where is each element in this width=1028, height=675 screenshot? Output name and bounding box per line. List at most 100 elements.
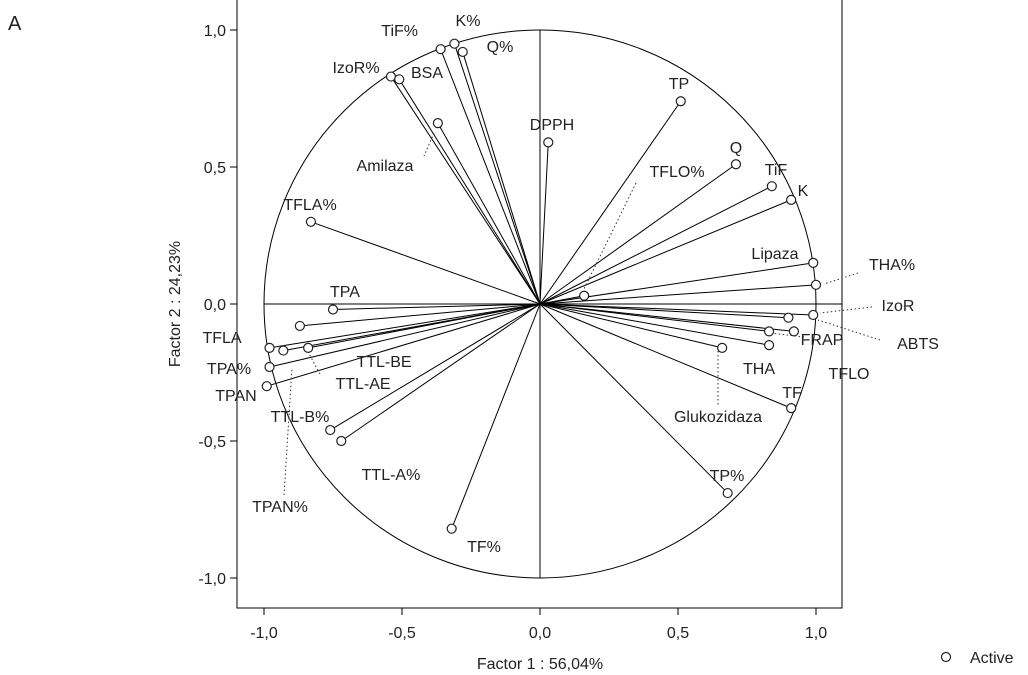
x-tick-label: 1,0 <box>805 625 827 642</box>
point-tfla <box>265 343 274 352</box>
point-ttl-ae <box>304 343 313 352</box>
y-tick-label: 0,0 <box>204 297 226 314</box>
point-tha-pct <box>812 280 821 289</box>
point-q-pct <box>458 47 467 56</box>
point-label-tpa: TPA <box>330 284 360 301</box>
point-tif-pct <box>436 45 445 54</box>
point-label-frap: FRAP <box>801 332 844 349</box>
vector-amilaza <box>438 123 540 304</box>
y-tick-label: -1,0 <box>198 571 226 588</box>
vector-bsa <box>399 79 540 304</box>
vector-tf <box>540 304 791 408</box>
point-label-tha: THA <box>743 361 775 378</box>
point-label-tpan: TPAN <box>215 388 256 405</box>
leader-amilaza <box>424 133 434 156</box>
point-label-bsa: BSA <box>411 65 443 82</box>
point-label-izor: IzoR <box>882 298 915 315</box>
point-label-ttl-be: TTL-BE <box>356 354 411 371</box>
vector-tf-pct <box>452 304 540 529</box>
point-label-izor-pct: IzoR% <box>332 60 379 77</box>
legend-marker <box>942 653 951 662</box>
leader-frap <box>770 333 804 337</box>
point-label-ttl-b-pct: TTL-B% <box>271 409 330 426</box>
leader-tflo-pct <box>584 183 636 289</box>
point-ttl-be <box>295 321 304 330</box>
point-tpa <box>329 305 338 314</box>
x-axis-title: Factor 1 : 56,04% <box>477 656 603 673</box>
point-tflo <box>789 327 798 336</box>
y-tick-label: 1,0 <box>204 23 226 40</box>
point-tpan <box>265 363 274 372</box>
vector-tif-pct <box>441 49 540 304</box>
point-label-tfla-pct: TFLA% <box>283 197 336 214</box>
point-label-tflo: TFLO <box>829 366 870 383</box>
point-label-tpa-pct: TPA% <box>207 361 251 378</box>
point-label-tha-pct: THA% <box>869 257 915 274</box>
point-tpa-pct <box>279 346 288 355</box>
vector-dpph <box>540 142 548 304</box>
point-label-tif-pct: TiF% <box>381 23 418 40</box>
point-label-tflo-pct: TFLO% <box>649 164 704 181</box>
point-label-ttl-a-pct: TTL-A% <box>362 467 421 484</box>
point-label-k-pct: K% <box>456 13 481 30</box>
y-tick-label: 0,5 <box>204 160 226 177</box>
point-label-tf: TF <box>782 385 802 402</box>
panel-label: A <box>8 13 22 35</box>
vector-izor-pct <box>391 77 540 304</box>
x-tick-label: -0,5 <box>388 625 416 642</box>
point-k-pct <box>450 39 459 48</box>
legend-label: Active <box>970 650 1014 667</box>
point-tif <box>767 182 776 191</box>
point-tpan-pct <box>262 382 271 391</box>
point-glukozidaza <box>718 343 727 352</box>
point-tp-pct <box>723 489 732 498</box>
point-label-tp: TP <box>669 76 689 93</box>
point-tf <box>787 404 796 413</box>
leader-izor <box>820 307 872 313</box>
point-label-q: Q <box>730 140 742 157</box>
point-tha <box>765 341 774 350</box>
point-label-amilaza: Amilaza <box>357 158 414 175</box>
point-label-q-pct: Q% <box>487 39 514 56</box>
point-k <box>787 195 796 204</box>
point-amilaza <box>433 119 442 128</box>
point-bsa <box>395 75 404 84</box>
point-label-glukozidaza: Glukozidaza <box>674 409 762 426</box>
point-tf-pct <box>447 524 456 533</box>
vector-k-pct <box>454 44 540 304</box>
point-tflo-pct <box>580 291 589 300</box>
point-lipaza <box>809 258 818 267</box>
point-label-tpan-pct: TPAN% <box>252 499 308 516</box>
point-label-tp-pct: TP% <box>710 468 745 485</box>
leader-tha-pct <box>824 273 858 284</box>
vector-q <box>540 164 736 304</box>
point-label-lipaza: Lipaza <box>751 246 798 263</box>
x-tick-label: -1,0 <box>250 625 278 642</box>
point-ttl-b-pct <box>326 426 335 435</box>
vector-tfla <box>270 304 540 348</box>
point-q <box>731 160 740 169</box>
vector-q-pct <box>463 52 540 304</box>
y-axis-title: Factor 2 : 24,23% <box>167 241 184 367</box>
leader-tpan-pct <box>284 368 292 495</box>
vector-ttl-a-pct <box>341 304 540 441</box>
point-izor-pct <box>386 72 395 81</box>
vector-izor <box>540 304 813 315</box>
legend: Active <box>942 650 1014 667</box>
vector-tflo <box>540 304 794 331</box>
point-label-ttl-ae: TTL-AE <box>335 376 390 393</box>
point-tp <box>676 97 685 106</box>
point-ttl-a-pct <box>337 437 346 446</box>
point-izor <box>809 310 818 319</box>
point-label-tf-pct: TF% <box>467 539 501 556</box>
y-tick-label: -0,5 <box>198 434 226 451</box>
point-label-abts: ABTS <box>897 336 939 353</box>
point-tfla-pct <box>306 217 315 226</box>
point-label-dpph: DPPH <box>530 117 574 134</box>
point-label-k: K <box>798 183 809 200</box>
x-tick-label: 0,5 <box>667 625 689 642</box>
point-abts <box>784 313 793 322</box>
x-tick-label: 0,0 <box>529 625 551 642</box>
point-frap <box>765 327 774 336</box>
